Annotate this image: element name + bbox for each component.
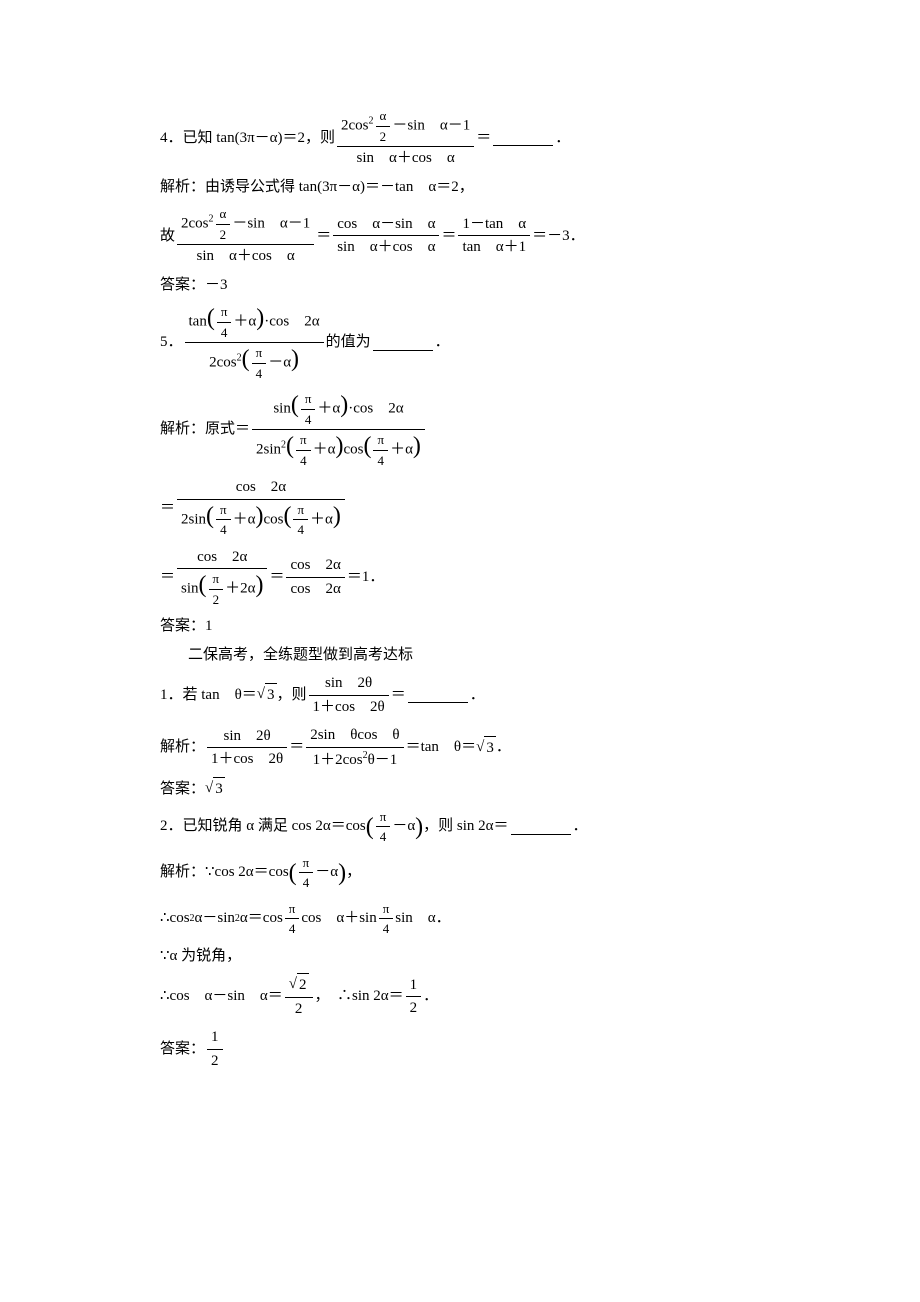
answer-line: 答案： －3 xyxy=(160,274,780,297)
fraction: cos α－sin α sin α＋cos α xyxy=(333,213,439,259)
solution-line: 解析： 原式＝ sin(π4＋α)·cos 2α 2sin2(π4＋α)cos(… xyxy=(160,389,780,470)
fraction: sin 2θ 1＋cos 2θ xyxy=(207,725,287,771)
fraction: cos 2α sin(π2＋2α) xyxy=(177,546,267,610)
fraction: cos 2α 2sin(π4＋α)cos(π4＋α) xyxy=(177,476,345,540)
answer-line: 答案： 1 xyxy=(160,615,780,638)
answer-blank xyxy=(408,687,468,703)
solution-line: ∵α 为锐角， xyxy=(160,945,780,968)
solution-line: 解析： 由诱导公式得 tan(3π－α)＝－tan α＝2， xyxy=(160,176,780,199)
answer-blank xyxy=(373,335,433,351)
solution-line: 故 2cos2α2－sin α－1 sin α＋cos α ＝ cos α－si… xyxy=(160,204,780,268)
sqrt: √3 xyxy=(205,777,225,801)
solution-line: 解析： sin 2θ 1＋cos 2θ ＝ 2sin θcos θ 1＋2cos… xyxy=(160,724,780,771)
solution-line: ＝ cos 2α sin(π2＋2α) ＝ cos 2α cos 2α ＝1． xyxy=(160,546,780,610)
answer-line: 答案： √3 xyxy=(160,777,780,801)
equals: ＝ xyxy=(476,127,491,150)
sqrt: √3 xyxy=(476,736,496,760)
solution-line: ∴cos α－sin α＝ √2 2 ， ∴sin 2α＝ 1 2 ． xyxy=(160,973,780,1020)
label: 解析： xyxy=(160,176,205,199)
q-number: 1． xyxy=(160,684,183,707)
text: 由诱导公式得 tan(3π－α)＝－tan α＝2， xyxy=(205,176,474,199)
q-number: 4． xyxy=(160,127,183,150)
fraction: 2sin θcos θ 1＋2cos2θ－1 xyxy=(306,724,403,771)
solution-line: ＝ cos 2α 2sin(π4＋α)cos(π4＋α) xyxy=(160,476,780,540)
fraction: 1 2 xyxy=(406,974,422,1020)
fraction: 1 2 xyxy=(207,1026,223,1072)
problem-2: 2． 已知锐角 α 满足 cos 2α＝cos (π4－α) ，则 sin 2α… xyxy=(160,807,780,847)
fraction: 2cos2α2－sin α－1 sin α＋cos α xyxy=(177,204,314,268)
fraction: tan(π4＋α)·cos 2α 2cos2(π4－α) xyxy=(185,302,324,383)
answer-blank xyxy=(511,819,571,835)
section-header: 二保高考，全练题型做到高考达标 xyxy=(160,644,780,667)
answer-blank xyxy=(493,130,553,146)
fraction: sin 2θ 1＋cos 2θ xyxy=(309,672,389,718)
fraction: 2cos2α2－sin α－1 sin α＋cos α xyxy=(337,106,474,170)
fraction: cos 2α cos 2α xyxy=(286,554,344,600)
fraction: 1－tan α tan α＋1 xyxy=(458,213,530,259)
sqrt: √3 xyxy=(257,683,277,707)
solution-line: 解析： ∵cos 2α＝cos (π4－α) ， xyxy=(160,853,780,893)
problem-1: 1． 若 tan θ＝ √3 ，则 sin 2θ 1＋cos 2θ ＝ ． xyxy=(160,672,780,718)
document-page: 4． 已知 tan(3π－α)＝2，则 2cos2α2－sin α－1 sin … xyxy=(0,0,920,1138)
solution-line: ∴cos2 α－sin2 α＝cos π4 cos α＋sin π4 sin α… xyxy=(160,899,780,939)
text: 已知 tan(3π－α)＝2，则 xyxy=(183,127,336,150)
q-number: 5． xyxy=(160,331,183,354)
q-number: 2． xyxy=(160,815,183,838)
fraction: sin(π4＋α)·cos 2α 2sin2(π4＋α)cos(π4＋α) xyxy=(252,389,425,470)
problem-4: 4． 已知 tan(3π－α)＝2，则 2cos2α2－sin α－1 sin … xyxy=(160,106,780,170)
problem-5: 5． tan(π4＋α)·cos 2α 2cos2(π4－α) 的值为 ． xyxy=(160,302,780,383)
answer-line: 答案： 1 2 xyxy=(160,1026,780,1072)
fraction: √2 2 xyxy=(285,973,313,1020)
